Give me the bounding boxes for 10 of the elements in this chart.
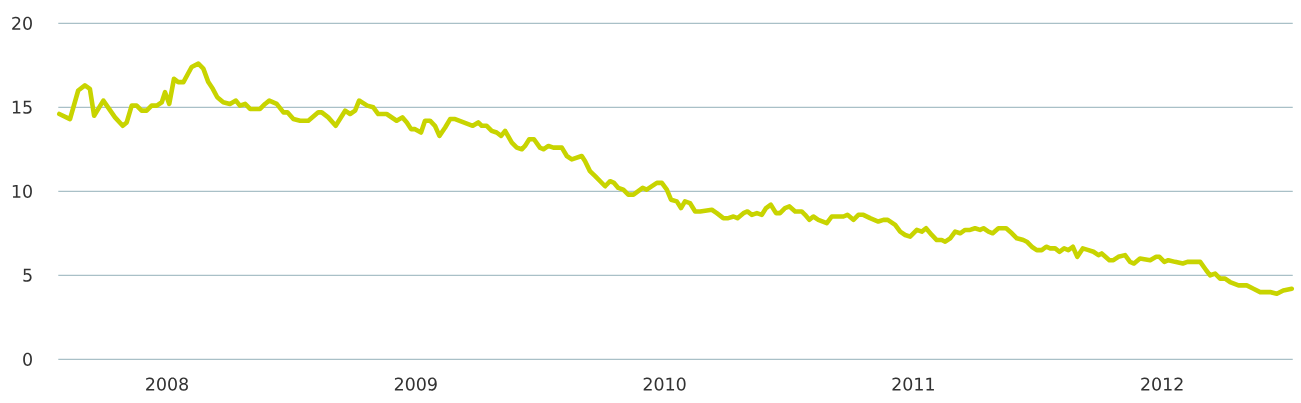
x-tick-label: 2012 [1141, 377, 1183, 391]
y-tick-label: 10 [12, 184, 32, 198]
y-tick-label: 5 [23, 268, 32, 282]
x-tick-label: 2010 [643, 377, 686, 391]
y-tick-label: 20 [12, 16, 32, 30]
y-tick-label: 0 [23, 352, 32, 366]
x-tick-label: 2011 [892, 377, 934, 391]
x-tick-label: 2009 [394, 377, 437, 391]
x-tick-label: 2008 [146, 377, 188, 391]
y-tick-label: 15 [12, 100, 32, 114]
